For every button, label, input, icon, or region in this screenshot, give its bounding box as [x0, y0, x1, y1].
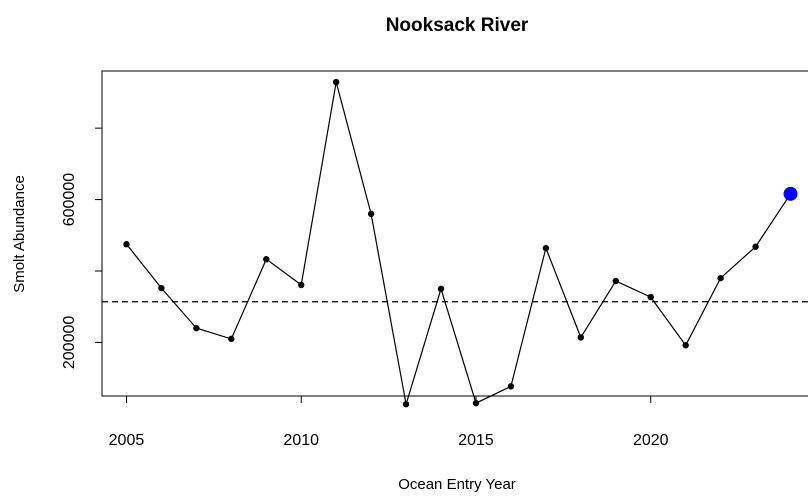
- series-line: [126, 81, 792, 405]
- x-tick-label: 2020: [633, 432, 669, 449]
- x-tick-label: 2015: [458, 432, 494, 449]
- data-point: [542, 244, 550, 252]
- x-tick-label: 2005: [109, 432, 145, 449]
- data-point: [647, 293, 654, 301]
- data-point: [298, 281, 305, 289]
- data-point: [402, 401, 410, 408]
- chart-title: Nooksack River: [386, 15, 529, 36]
- y-axis-label: Smolt Abundance: [11, 175, 28, 293]
- data-point: [612, 277, 619, 285]
- data-point: [577, 334, 585, 341]
- data-point: [228, 335, 235, 343]
- y-tick-label: 600000: [61, 173, 78, 226]
- x-tick-label: 2010: [283, 432, 319, 449]
- data-point: [123, 241, 130, 248]
- data-point: [507, 383, 515, 390]
- data-point: [193, 324, 200, 332]
- plot-frame: [101, 70, 808, 397]
- data-point: [752, 243, 759, 250]
- x-axis-label: Ocean Entry Year: [398, 476, 516, 493]
- data-point: [717, 274, 724, 282]
- data-point: [472, 399, 480, 407]
- data-point: [367, 210, 375, 218]
- data-point: [158, 284, 165, 292]
- data-point: [682, 342, 689, 349]
- data-point: [332, 78, 340, 86]
- data-point: [437, 285, 445, 293]
- data-point: [263, 256, 270, 263]
- chart-marks: 2005 2010 2015 2020 200000 600000: [61, 78, 808, 449]
- highlighted-data-point: [783, 186, 798, 201]
- y-tick-label: 200000: [61, 316, 78, 369]
